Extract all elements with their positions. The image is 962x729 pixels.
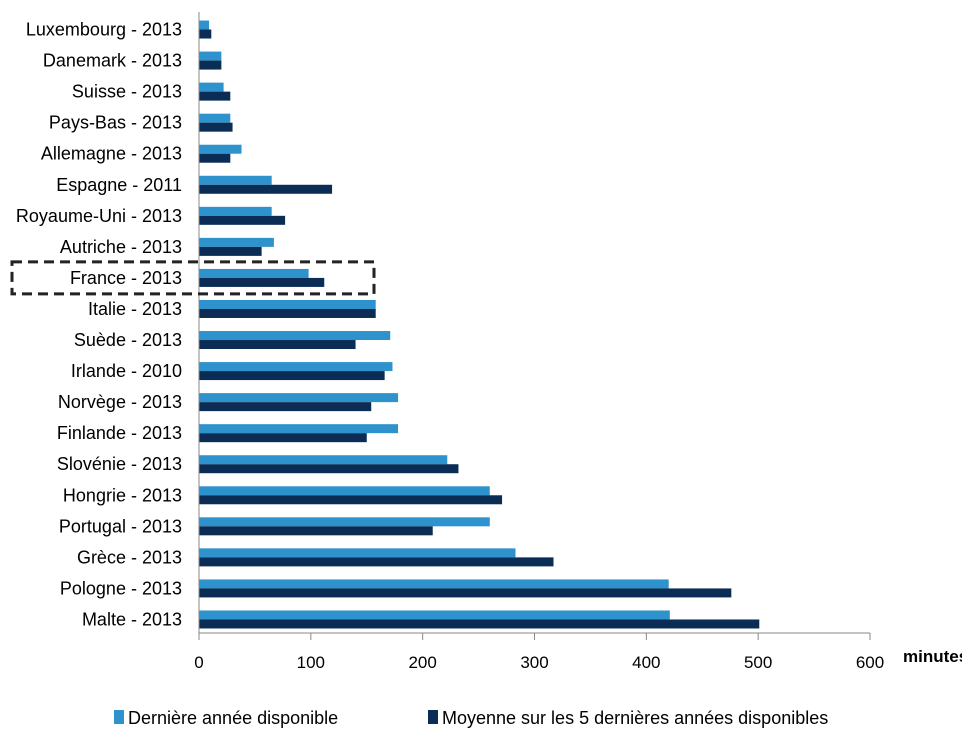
bar-latest-royaume-uni-2013: [199, 206, 272, 216]
bar-latest-grece-2013: [199, 548, 516, 558]
bar-latest-irlande-2010: [199, 362, 393, 372]
bar-average-danemark-2013: [199, 60, 222, 70]
category-label: Pologne - 2013: [60, 578, 182, 598]
x-axis-unit: minutes: [903, 647, 962, 666]
x-tick-label: 200: [408, 653, 436, 672]
bar-latest-danemark-2013: [199, 51, 222, 61]
legend-label-average: Moyenne sur les 5 dernières années dispo…: [442, 708, 828, 728]
x-tick-label: 0: [194, 653, 203, 672]
category-label: Autriche - 2013: [60, 237, 182, 257]
category-label: Grèce - 2013: [77, 547, 182, 567]
bar-latest-allemagne-2013: [199, 144, 242, 154]
x-axis-ticks: 0 100 200 300 400 500 600: [194, 633, 884, 672]
bar-average-espagne-2011: [199, 184, 333, 194]
category-label: Danemark - 2013: [43, 51, 182, 71]
bar-average-autriche-2013: [199, 246, 262, 256]
category-label: Suède - 2013: [74, 330, 182, 350]
category-label: Suisse - 2013: [72, 82, 182, 102]
bar-latest-hongrie-2013: [199, 486, 490, 496]
category-label: Luxembourg - 2013: [26, 20, 182, 40]
category-label: Irlande - 2010: [71, 361, 182, 381]
bars-group: [199, 20, 760, 629]
highlight-box-france: [10, 260, 376, 296]
legend-swatch-latest: [114, 710, 124, 724]
bar-average-slovenie-2013: [199, 464, 459, 474]
bar-latest-slovenie-2013: [199, 455, 448, 465]
bar-average-norvege-2013: [199, 402, 372, 412]
category-label: Portugal - 2013: [59, 516, 182, 536]
category-label: Slovénie - 2013: [57, 454, 182, 474]
category-labels: Luxembourg - 2013 Danemark - 2013 Suisse -…: [16, 20, 182, 630]
bar-latest-suede-2013: [199, 331, 391, 341]
category-label: Espagne - 2011: [56, 175, 182, 195]
bar-latest-italie-2013: [199, 299, 376, 309]
bar-latest-portugal-2013: [199, 517, 490, 527]
bar-average-pologne-2013: [199, 588, 732, 598]
bar-average-royaume-uni-2013: [199, 215, 286, 225]
bar-average-italie-2013: [199, 308, 376, 318]
bar-latest-suisse-2013: [199, 82, 224, 92]
bar-latest-autriche-2013: [199, 237, 274, 247]
bar-average-suisse-2013: [199, 91, 231, 101]
x-tick-label: 300: [520, 653, 548, 672]
category-label: France - 2013: [70, 268, 182, 288]
bar-average-irlande-2010: [199, 371, 385, 381]
category-label: Pays-Bas - 2013: [49, 113, 182, 133]
legend: Dernière année disponible Moyenne sur le…: [114, 708, 828, 728]
bar-average-france-2013: [199, 277, 325, 287]
bar-average-pays-bas-2013: [199, 122, 233, 132]
bar-latest-pays-bas-2013: [199, 113, 231, 123]
legend-label-latest: Dernière année disponible: [128, 708, 338, 728]
bar-latest-espagne-2011: [199, 175, 272, 185]
bar-latest-norvege-2013: [199, 393, 399, 403]
x-tick-label: 400: [632, 653, 660, 672]
bar-latest-luxembourg-2013: [199, 20, 210, 30]
bar-average-portugal-2013: [199, 526, 433, 536]
legend-swatch-average: [428, 710, 438, 724]
bar-latest-malte-2013: [199, 610, 670, 620]
bar-average-grece-2013: [199, 557, 554, 567]
bar-average-suede-2013: [199, 340, 356, 350]
category-label: Hongrie - 2013: [63, 485, 182, 505]
category-label: Royaume-Uni - 2013: [16, 206, 182, 226]
category-label: Italie - 2013: [88, 299, 182, 319]
bar-latest-pologne-2013: [199, 579, 669, 589]
category-label: Allemagne - 2013: [41, 144, 182, 164]
category-label: Finlande - 2013: [57, 423, 182, 443]
x-tick-label: 100: [297, 653, 325, 672]
bar-latest-finlande-2013: [199, 424, 399, 434]
category-label: Malte - 2013: [82, 609, 182, 629]
bar-average-hongrie-2013: [199, 495, 503, 505]
bar-average-finlande-2013: [199, 433, 367, 443]
bar-average-luxembourg-2013: [199, 29, 212, 39]
bar-latest-france-2013: [199, 268, 309, 278]
x-tick-label: 600: [856, 653, 884, 672]
x-tick-label: 500: [744, 653, 772, 672]
bar-average-allemagne-2013: [199, 153, 231, 163]
category-label: Norvège - 2013: [58, 392, 182, 412]
bar-average-malte-2013: [199, 619, 760, 629]
